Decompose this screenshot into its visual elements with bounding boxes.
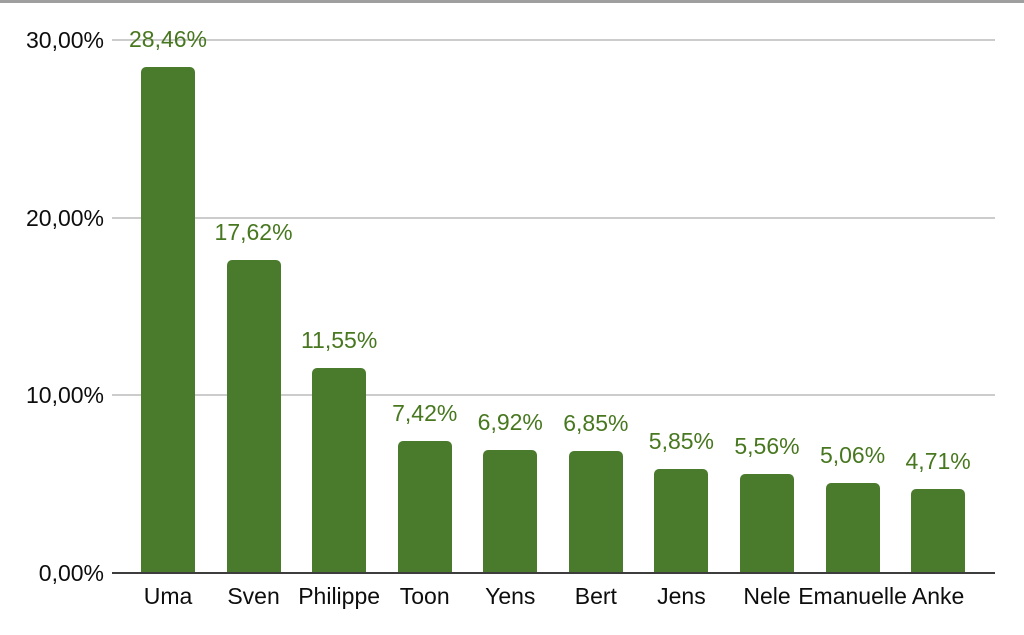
bar xyxy=(654,469,709,573)
category-label: Yens xyxy=(485,583,536,609)
bar-value-label: 11,55% xyxy=(300,326,378,353)
bar-value-label: 6,92% xyxy=(477,409,543,436)
y-axis-tick-label: 20,00% xyxy=(25,204,104,231)
category-label: Toon xyxy=(399,583,450,609)
gridline xyxy=(112,39,995,41)
category-label: Uma xyxy=(143,583,193,609)
category-label: Jens xyxy=(657,583,706,609)
category-label: Philippe xyxy=(298,583,381,609)
bar-value-label: 4,71% xyxy=(905,448,971,475)
gridline xyxy=(112,394,995,397)
gridline xyxy=(112,216,995,219)
bar-value-label: 5,85% xyxy=(648,428,715,455)
category-label: Sven xyxy=(227,583,280,609)
bar xyxy=(911,489,966,573)
bar xyxy=(312,367,367,573)
y-axis-tick-label: 10,00% xyxy=(25,382,104,409)
category-label: Bert xyxy=(574,583,617,609)
bar-value-label: 7,42% xyxy=(392,400,458,427)
bar xyxy=(226,259,281,573)
category-label: Emanuelle xyxy=(798,583,907,609)
bar-value-label: 6,85% xyxy=(563,410,629,437)
y-axis-tick-label: 0,00% xyxy=(38,560,104,586)
bar xyxy=(397,441,452,573)
bar xyxy=(739,474,794,573)
bar xyxy=(568,451,623,573)
y-axis-tick-label: 30,00% xyxy=(25,27,104,53)
bar-value-label: 17,62% xyxy=(214,218,293,245)
window-top-edge xyxy=(0,0,1024,3)
x-axis-line xyxy=(112,572,995,574)
bar-value-label: 5,06% xyxy=(819,442,886,469)
category-label: Nele xyxy=(743,583,791,609)
category-label: Anke xyxy=(911,583,965,609)
bar-value-label: 28,46% xyxy=(128,26,207,53)
bar xyxy=(141,67,195,573)
bar xyxy=(483,450,538,573)
bar-value-label: 5,56% xyxy=(734,433,800,460)
bar xyxy=(825,483,880,573)
